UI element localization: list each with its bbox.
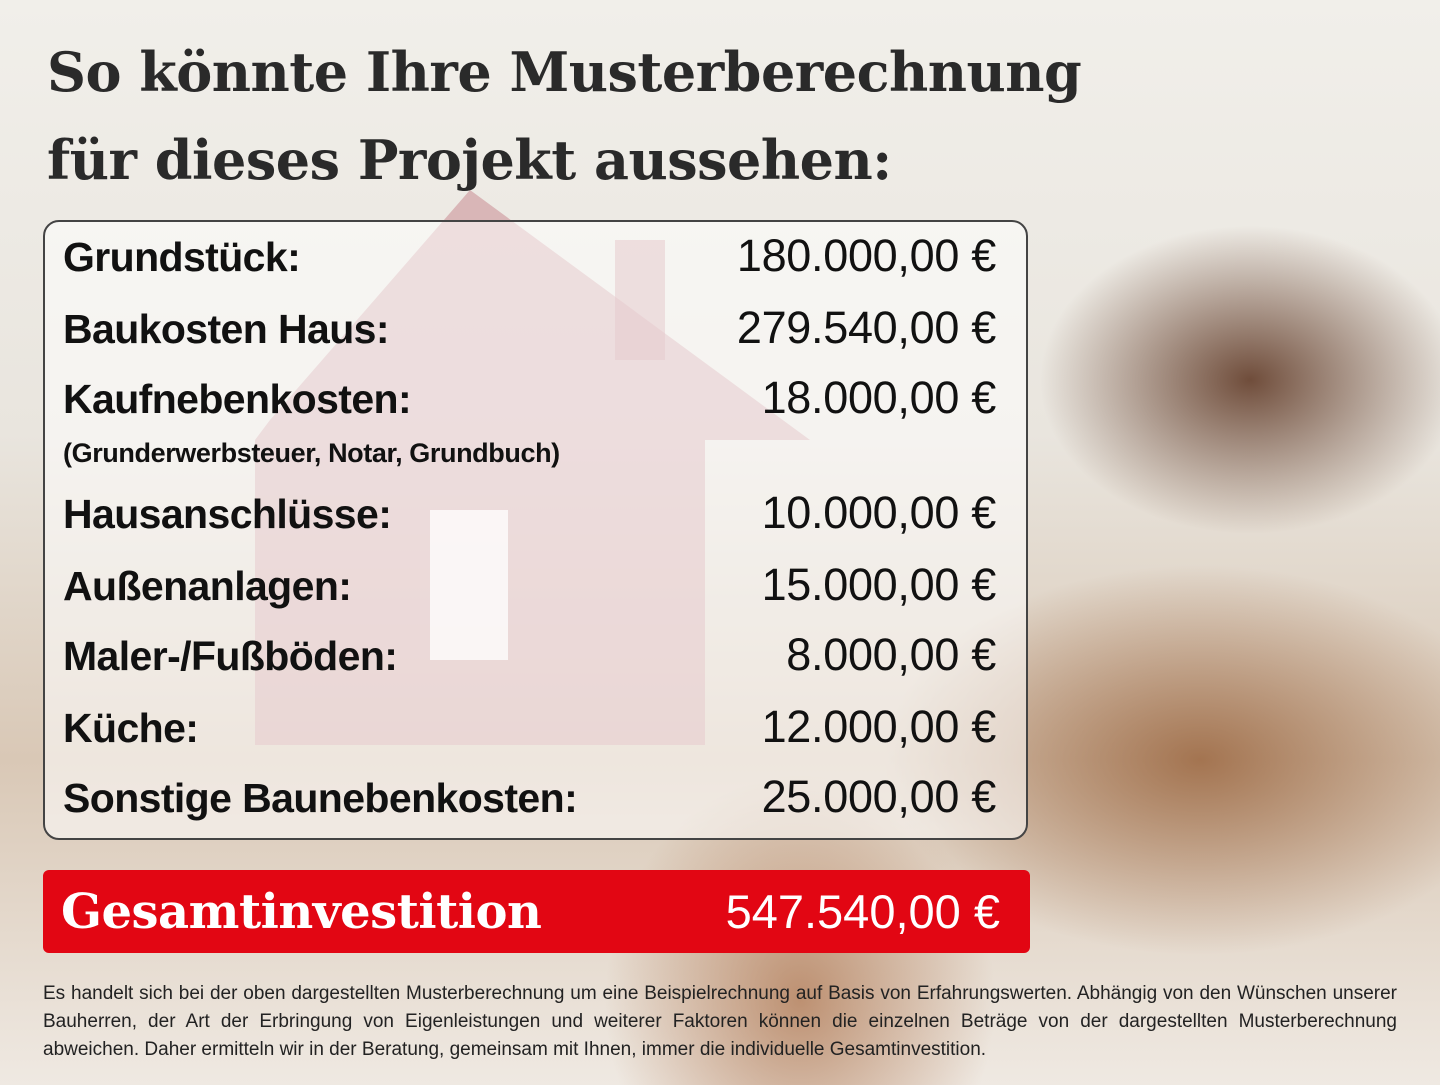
cost-row-sonstige: Sonstige Baunebenkosten: 25.000,00 € (63, 771, 996, 822)
cost-row-hausanschluesse: Hausanschlüsse: 10.000,00 € (63, 487, 996, 538)
total-value: 547.540,00 € (725, 885, 1000, 938)
disclaimer-text: Es handelt sich bei der oben dargestellt… (43, 983, 1397, 1060)
total-label: Gesamtinvestition (61, 883, 542, 940)
cost-row-kueche: Küche: 12.000,00 € (63, 701, 996, 752)
cost-row-grundstueck: Grundstück: 180.000,00 € (63, 230, 996, 281)
cost-row-aussenanlagen: Außenanlagen: 15.000,00 € (63, 559, 996, 610)
cost-row-baukosten: Baukosten Haus: 279.540,00 € (63, 302, 996, 353)
total-banner: Gesamtinvestition 547.540,00 € (43, 870, 1030, 953)
cost-row-maler: Maler-/Fußböden: 8.000,00 € (63, 629, 996, 680)
cost-row-kaufnebenkosten: Kaufnebenkosten: 18.000,00 € (63, 372, 996, 423)
cost-table: Grundstück: 180.000,00 € Baukosten Haus: 2… (43, 220, 1028, 840)
kaufnebenkosten-note: (Grunderwerbsteuer, Notar, Grundbuch) (63, 438, 560, 468)
page-title: So könnte Ihre Musterberechnung für dies… (47, 40, 1082, 192)
